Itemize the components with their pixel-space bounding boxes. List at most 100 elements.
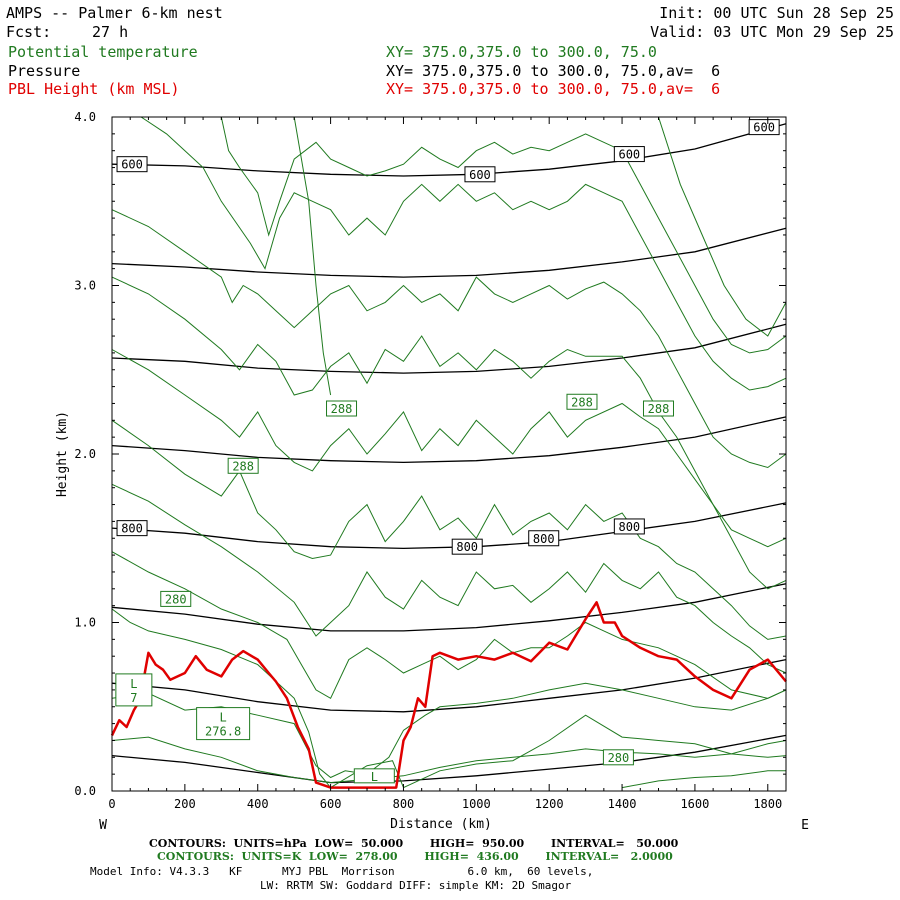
y-tick-label-1: 1.0	[74, 616, 96, 630]
isobar-label-2-box	[613, 146, 645, 163]
theta-contour-4	[622, 770, 786, 789]
theta-label-0-box	[326, 400, 358, 417]
theta-contour-3	[330, 714, 787, 789]
footer-pressure-contours: CONTOURS: UNITS=hPa LOW= 50.000 HIGH= 95…	[149, 837, 679, 850]
model-title: AMPS -- Palmer 6-km nest	[6, 4, 223, 22]
theta-label-3-box	[227, 457, 259, 474]
axes: 0 200 400 600 800 1000 1200 1400 1600 1800 0.0 1.0 2…	[74, 110, 786, 811]
low-marker-label-2: L	[371, 770, 378, 784]
x-tick-label-1: 200	[174, 797, 196, 811]
theta-contour-10	[111, 209, 787, 469]
theta-contour-14	[658, 116, 787, 337]
x-tick-label-9: 1800	[753, 797, 782, 811]
y-axis-label: Height (km)	[55, 411, 70, 497]
y-tick-label-0: 0.0	[74, 784, 96, 798]
theta-contour-7	[111, 419, 787, 640]
isobar-850-0	[111, 734, 787, 784]
y-tick-label-4: 4.0	[74, 110, 96, 124]
isobar-label-3-box	[748, 119, 780, 136]
theta-label-5-box	[602, 749, 634, 766]
low-marker-box-0	[115, 673, 153, 707]
theta-label-2: 288	[648, 402, 670, 416]
theta-contour-13	[293, 116, 332, 396]
x-tick-label-7: 1400	[608, 797, 637, 811]
isobar-label-7-box	[613, 518, 645, 535]
isobar-600-7	[111, 123, 787, 177]
theta-contour-0	[111, 682, 787, 779]
isobar-label-5-box	[451, 538, 483, 555]
footer-model-info: Model Info: V4.3.3 KF MYJ PBL Morrison 6…	[90, 865, 594, 878]
x-tick-label-5: 1000	[462, 797, 491, 811]
theta-label-5: 280	[608, 751, 630, 765]
theta-contour-1	[111, 736, 787, 784]
x-tick-label-3: 600	[320, 797, 342, 811]
footer-theta-contours: CONTOURS: UNITS=K LOW= 278.00 HIGH= 436.…	[157, 850, 673, 863]
isobar-800-3	[111, 502, 787, 550]
low-marker-label-1: L	[220, 711, 227, 725]
west-label: W	[99, 818, 107, 833]
theta-label-4: 280	[165, 592, 187, 606]
isobar-label-6: 800	[533, 532, 555, 546]
low-marker-value-1: 276.8	[205, 725, 241, 739]
theta-label-3: 288	[232, 459, 254, 473]
isobar-label-5: 800	[456, 540, 478, 554]
x-tick-label-4: 800	[393, 797, 415, 811]
x-tick-label-2: 400	[247, 797, 269, 811]
pbl-height-line	[110, 601, 787, 789]
theta-contour-11	[140, 116, 787, 391]
low-marker-label-0: L	[130, 677, 137, 691]
init-time: Init: 00 UTC Sun 28 Sep 25	[659, 4, 894, 22]
isobar-label-2: 600	[618, 148, 640, 162]
contour-labels: 600 600 600 600 800 800 800 800 288 288 288 288 280 2…	[115, 119, 780, 784]
pbl-height-series	[110, 601, 787, 789]
isobar-650-6	[111, 227, 787, 278]
theta-contour-5	[111, 551, 787, 700]
theta-label-1: 288	[571, 395, 593, 409]
isobar-label-6-box	[528, 530, 560, 547]
fcst-value: 27 h	[92, 23, 129, 41]
theta-contour-12	[220, 116, 787, 354]
isobar-700-5	[111, 323, 787, 374]
isobar-label-4-box	[116, 520, 148, 537]
x-tick-label-6: 1200	[535, 797, 564, 811]
field-pressure-name: Pressure	[8, 62, 81, 80]
field-pbl-xy: XY= 375.0,375.0 to 300.0, 75.0,av= 6	[386, 80, 721, 98]
y-tick-label-3: 3.0	[74, 279, 96, 293]
field-theta-name: Potential temperature	[8, 43, 198, 61]
x-tick-label-8: 1600	[680, 797, 709, 811]
field-theta-xy: XY= 375.0,375.0 to 300.0, 75.0	[386, 43, 657, 61]
y-tick-label-2: 2.0	[74, 447, 96, 461]
fcst-label: Fcst:	[6, 23, 52, 41]
x-tick-label-0: 0	[108, 797, 115, 811]
theta-contours	[111, 116, 787, 789]
valid-time: Valid: 03 UTC Mon 29 Sep 25	[650, 23, 894, 41]
isobar-850-2	[111, 583, 787, 632]
isobar-label-0: 600	[121, 158, 143, 172]
isobar-label-0-box	[116, 156, 148, 173]
isobar-750-4	[111, 416, 787, 464]
theta-contour-6	[111, 483, 787, 674]
field-pbl-name: PBL Height (km MSL)	[8, 80, 180, 98]
theta-label-4-box	[160, 590, 192, 607]
footer-physics: LW: RRTM SW: Goddard DIFF: simple KM: 2D…	[260, 879, 572, 892]
theta-label-2-box	[642, 400, 674, 417]
theta-label-0: 288	[331, 402, 353, 416]
isobar-label-3: 600	[753, 121, 775, 135]
theta-contour-9	[111, 276, 787, 548]
low-marker-value-0: 7	[130, 691, 137, 705]
theta-label-1-box	[566, 393, 598, 410]
theta-contour-8	[111, 349, 787, 590]
pressure-isobars	[111, 123, 787, 784]
isobar-label-1-box	[464, 166, 496, 183]
low-marker-box-1	[196, 707, 251, 741]
field-pressure-xy: XY= 375.0,375.0 to 300.0, 75.0,av= 6	[386, 62, 721, 80]
isobar-label-7: 800	[618, 520, 640, 534]
x-axis-label: Distance (km)	[390, 817, 492, 832]
isobar-900-1	[111, 658, 787, 713]
east-label: E	[801, 818, 809, 833]
theta-contour-2	[111, 608, 331, 788]
isobar-label-1: 600	[469, 168, 491, 182]
low-marker-box-2	[353, 768, 395, 784]
plot-frame	[111, 116, 787, 792]
